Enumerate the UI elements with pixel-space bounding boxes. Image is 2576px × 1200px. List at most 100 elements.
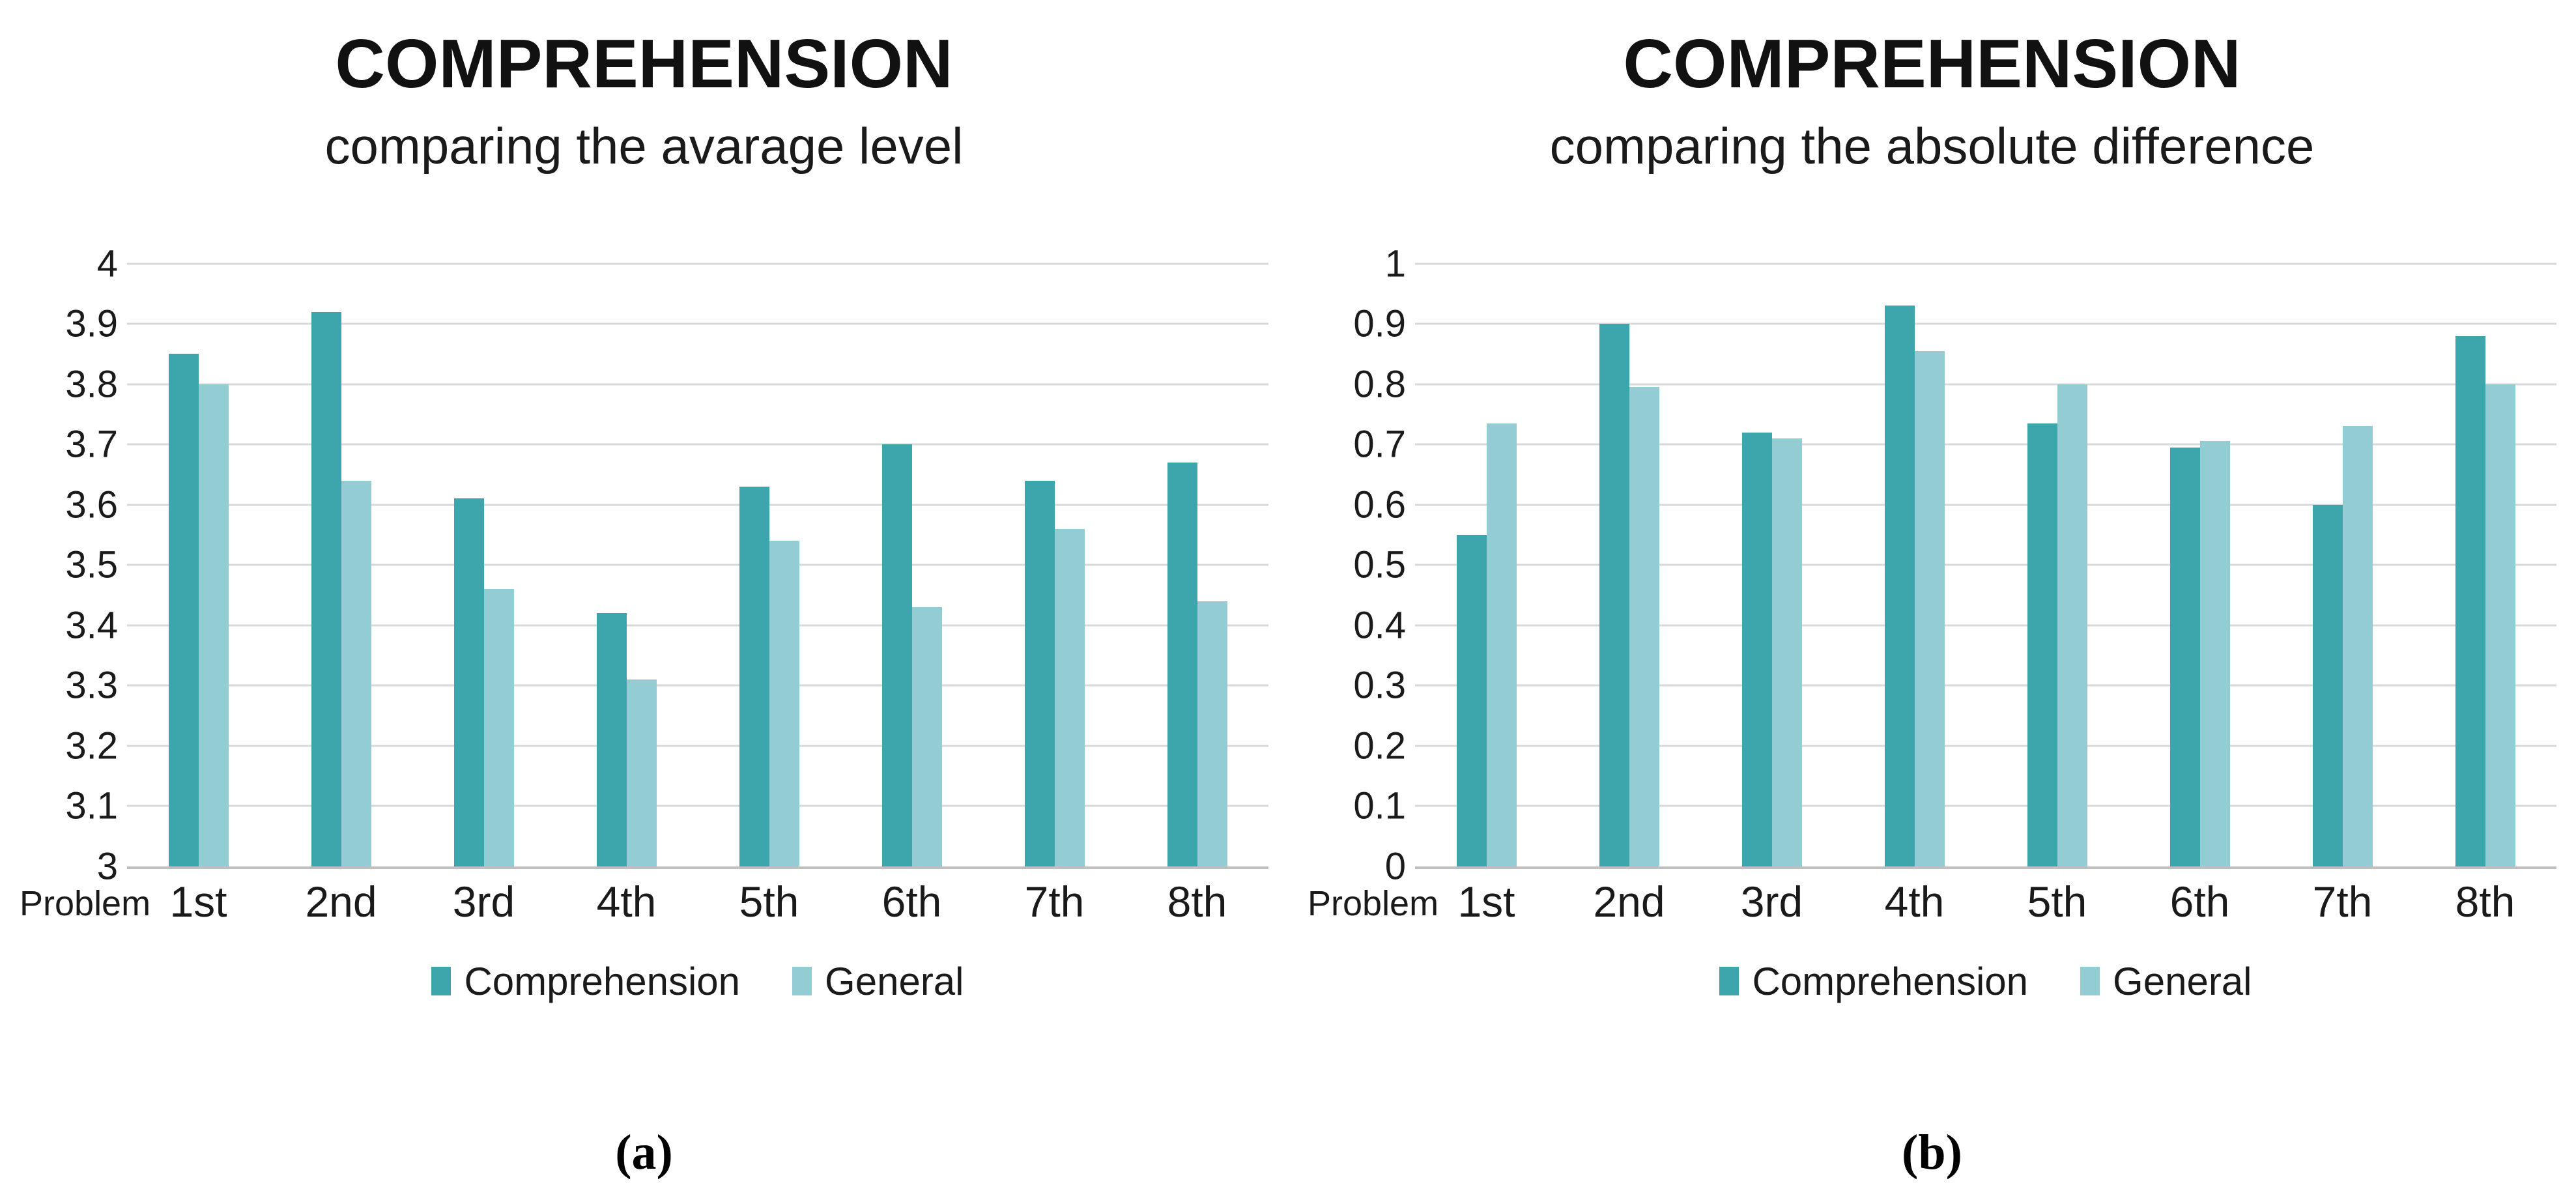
x-axis: Problem 1st 2nd 3rd 4th 5th 6th 7th 8th: [20, 877, 1268, 926]
chart-panel-a: COMPREHENSION comparing the avarage leve…: [20, 25, 1268, 1180]
chart-title: COMPREHENSION: [335, 25, 953, 102]
bar-group-8th: [2455, 264, 2515, 866]
gridline: [1415, 263, 2556, 265]
bar-comprehension-1st: [1456, 534, 1487, 866]
bar-comprehension-7th: [2312, 504, 2343, 866]
bar-general-7th: [2342, 426, 2373, 866]
legend-swatch-comprehension: [431, 967, 451, 996]
gridline: [1415, 504, 2556, 506]
bar-general-1st: [1486, 423, 1517, 866]
y-axis-tick: 0.7: [1353, 423, 1406, 466]
bar-comprehension-6th: [881, 444, 912, 866]
bar-group-7th: [2312, 264, 2373, 866]
gridline: [1415, 624, 2556, 627]
legend-item-comprehension: Comprehension: [1719, 959, 2028, 1004]
legend-label-general: General: [2113, 959, 2252, 1003]
bar-comprehension-4th: [1884, 306, 1915, 866]
chart-title: COMPREHENSION: [1623, 25, 2241, 102]
y-axis-tick: 3.8: [65, 363, 118, 406]
y-axis-tick: 0.6: [1353, 483, 1406, 526]
bar-general-2nd: [341, 480, 371, 866]
panel-caption-a: (a): [615, 1124, 673, 1180]
bar-group-2nd: [1599, 264, 1659, 866]
legend-item-general: General: [2080, 959, 2252, 1004]
bar-comprehension-8th: [2455, 336, 2485, 866]
x-axis-tick-6th: 6th: [881, 877, 942, 926]
y-axis-tick: 4: [96, 242, 118, 285]
chart-subtitle: comparing the avarage level: [324, 117, 964, 175]
bar-general-3rd: [1771, 438, 1802, 866]
y-axis-tick: 1: [1384, 242, 1406, 285]
bar-group-7th: [1024, 264, 1085, 866]
chart-area: 1 0.9 0.8 0.7 0.6 0.5 0.4 0.3 0.2 0.1 0: [1308, 242, 2556, 887]
y-axis: 4 3.9 3.8 3.7 3.6 3.5 3.4 3.3 3.2 3.1 3: [20, 242, 127, 887]
bar-general-1st: [198, 384, 229, 866]
x-axis-tick-1st: 1st: [169, 877, 227, 926]
legend: Comprehension General: [1415, 959, 2556, 1004]
chart-panel-b: COMPREHENSION comparing the absolute dif…: [1288, 0, 2576, 1200]
y-axis-tick: 0.4: [1353, 604, 1406, 647]
x-axis-tick-2nd: 2nd: [305, 877, 377, 926]
y-axis-tick: 0.2: [1353, 724, 1406, 767]
x-axis-tick-5th: 5th: [739, 877, 799, 926]
x-axis-tick-5th: 5th: [2027, 877, 2087, 926]
bar-general-2nd: [1629, 387, 1659, 866]
x-axis-tick-3rd: 3rd: [452, 877, 515, 926]
bar-general-3rd: [483, 589, 514, 866]
gridline: [1415, 805, 2556, 807]
x-axis: Problem 1st 2nd 3rd 4th 5th 6th 7th 8th: [1308, 877, 2556, 926]
legend-label-comprehension: Comprehension: [1752, 959, 2029, 1003]
gridline: [127, 624, 1268, 627]
bar-comprehension-7th: [1024, 480, 1055, 866]
gridline: [1415, 383, 2556, 386]
bar-general-4th: [626, 679, 657, 866]
legend: Comprehension General: [127, 959, 1268, 1004]
legend-swatch-comprehension: [1719, 967, 1739, 996]
panel-caption-b: (b): [1902, 1124, 1962, 1180]
x-axis-tick-8th: 8th: [1167, 877, 1227, 926]
gridline: [1415, 564, 2556, 566]
x-axis-tick-4th: 4th: [1884, 877, 1945, 926]
y-axis-tick: 0: [1384, 845, 1406, 888]
gridline: [127, 684, 1268, 687]
x-axis-tick-8th: 8th: [2455, 877, 2515, 926]
x-axis-tick-2nd: 2nd: [1593, 877, 1665, 926]
bar-group-8th: [1167, 264, 1227, 866]
chart-subtitle: comparing the absolute difference: [1549, 117, 2315, 175]
x-axis-tick-4th: 4th: [596, 877, 657, 926]
y-axis: 1 0.9 0.8 0.7 0.6 0.5 0.4 0.3 0.2 0.1 0: [1308, 242, 1415, 887]
y-axis-tick: 3: [96, 845, 118, 888]
x-axis-tick-6th: 6th: [2169, 877, 2230, 926]
y-axis-tick: 0.3: [1353, 664, 1406, 707]
gridline: [1415, 443, 2556, 446]
plot-area: [127, 263, 1268, 869]
bar-general-5th: [769, 541, 799, 866]
x-axis-tick-3rd: 3rd: [1740, 877, 1803, 926]
y-axis-tick: 3.6: [65, 483, 118, 526]
bar-group-5th: [739, 264, 799, 866]
bar-comprehension-5th: [2027, 423, 2057, 866]
y-axis-tick: 3.9: [65, 302, 118, 345]
legend-item-general: General: [792, 959, 964, 1004]
bar-group-4th: [596, 264, 657, 866]
legend-item-comprehension: Comprehension: [431, 959, 740, 1004]
gridline: [127, 322, 1268, 325]
bar-comprehension-2nd: [1599, 324, 1629, 866]
gridline: [1415, 745, 2556, 747]
x-axis-tick-7th: 7th: [2312, 877, 2373, 926]
bar-group-3rd: [1741, 264, 1802, 866]
x-axis-categories: 1st 2nd 3rd 4th 5th 6th 7th 8th: [1415, 877, 2556, 926]
legend-swatch-general: [2080, 967, 2100, 996]
gridline: [127, 564, 1268, 566]
gridline: [127, 383, 1268, 386]
y-axis-tick: 0.9: [1353, 302, 1406, 345]
chart-area: 4 3.9 3.8 3.7 3.6 3.5 3.4 3.3 3.2 3.1 3: [20, 242, 1268, 887]
bar-group-2nd: [311, 264, 371, 866]
bar-general-8th: [1197, 601, 1227, 866]
legend-label-general: General: [825, 959, 964, 1003]
y-axis-tick: 0.8: [1353, 363, 1406, 406]
y-axis-tick: 3.3: [65, 664, 118, 707]
gridline: [127, 745, 1268, 747]
bar-comprehension-4th: [596, 613, 627, 866]
